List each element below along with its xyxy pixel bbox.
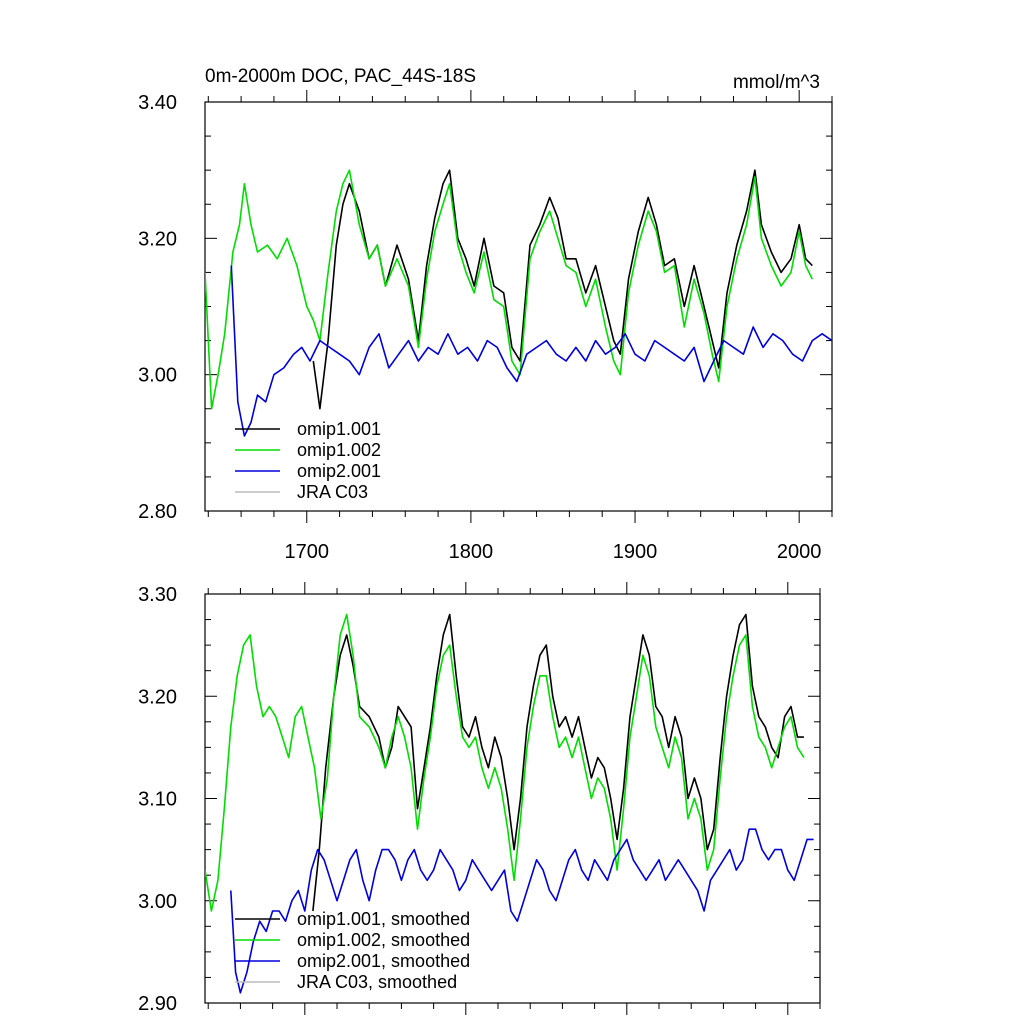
y-tick-label: 2.80 bbox=[138, 501, 177, 523]
y-tick-label: 3.30 bbox=[138, 584, 177, 606]
legend-label: omip2.001, smoothed bbox=[297, 951, 470, 971]
legend-label: JRA C03 bbox=[297, 482, 368, 502]
legend-label: omip1.001 bbox=[297, 419, 381, 439]
y-tick-label: 3.00 bbox=[138, 891, 177, 913]
chart-title: 0m-2000m DOC, PAC_44S-18S bbox=[205, 66, 476, 87]
x-tick-label: 1900 bbox=[613, 541, 658, 563]
units-label: mmol/m^3 bbox=[733, 72, 820, 93]
legend-label: omip1.001, smoothed bbox=[297, 909, 470, 929]
y-tick-label: 3.10 bbox=[138, 789, 177, 811]
legend-label: JRA C03, smoothed bbox=[297, 972, 457, 992]
y-tick-label: 3.20 bbox=[138, 228, 177, 250]
y-tick-label: 3.00 bbox=[138, 365, 177, 387]
x-tick-label: 1700 bbox=[285, 541, 330, 563]
series-line-omip2-001-smoothed bbox=[230, 828, 814, 994]
y-tick-label: 3.40 bbox=[138, 92, 177, 114]
series-line-omip1-001 bbox=[312, 169, 813, 410]
x-tick-label: 2000 bbox=[777, 541, 822, 563]
legend-label: omip2.001 bbox=[297, 461, 381, 481]
series-line-omip2-001 bbox=[230, 265, 832, 437]
legend-label: omip1.002, smoothed bbox=[297, 930, 470, 950]
y-tick-label: 2.90 bbox=[138, 993, 177, 1015]
series-line-omip1-002-smoothed bbox=[205, 613, 805, 912]
x-tick-label: 1800 bbox=[449, 541, 494, 563]
series-line-omip1-002 bbox=[205, 169, 814, 410]
legend-label: omip1.002 bbox=[297, 440, 381, 460]
y-tick-label: 3.20 bbox=[138, 686, 177, 708]
series-line-omip1-001-smoothed bbox=[312, 613, 804, 912]
chart-panel-1: 0m-2000m DOC, PAC_44S-18S mmol/m^3 2.80 3.0… bbox=[138, 66, 833, 563]
